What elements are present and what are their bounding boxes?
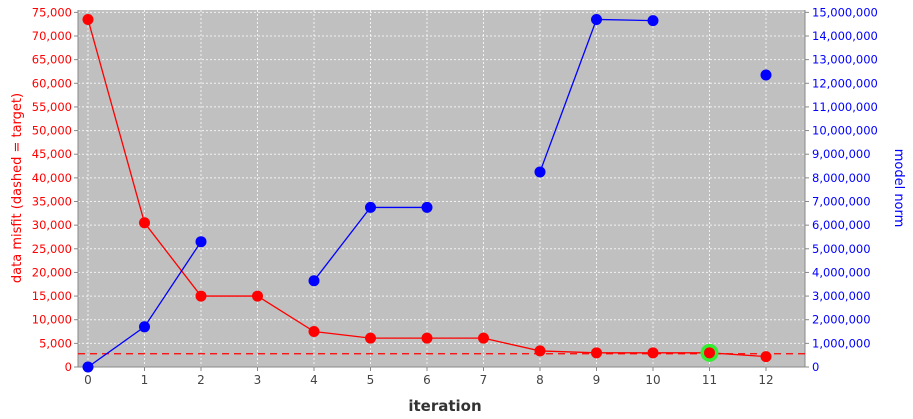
right-tick-label: 0 [812, 360, 819, 374]
x-tick-label: 1 [141, 373, 149, 387]
left-tick-label: 55,000 [32, 100, 72, 114]
left-tick-label: 0 [65, 360, 72, 374]
model-norm-point [308, 275, 320, 287]
data-misfit-point [647, 347, 659, 359]
right-tick-label: 11,000,000 [812, 100, 878, 114]
left-axis-title: data misfit (dashed = target) [10, 93, 25, 283]
right-tick-label: 10,000,000 [812, 124, 878, 138]
right-tick-label: 14,000,000 [812, 29, 878, 43]
x-tick-label: 8 [536, 373, 544, 387]
axes [77, 10, 806, 368]
x-tick-label: 0 [84, 373, 92, 387]
data-misfit-point [478, 332, 489, 344]
left-tick-label: 35,000 [32, 195, 72, 209]
series-layer [82, 13, 772, 373]
x-tick-label: 12 [758, 373, 773, 387]
right-axis-ticks: 0 1,000,000 2,000,000 3,000,000 4,000,000 5,0… [805, 5, 878, 374]
right-tick-label: 12,000,000 [812, 76, 878, 90]
left-tick-label: 70,000 [32, 29, 72, 43]
data-misfit-point [139, 217, 150, 229]
x-tick-label: 4 [310, 373, 318, 387]
right-tick-label: 15,000,000 [812, 5, 878, 19]
x-tick-label: 3 [254, 373, 262, 387]
data-misfit-point [82, 13, 94, 25]
model-norm-point [195, 236, 207, 248]
left-tick-label: 15,000 [32, 289, 72, 303]
data-misfit-point [591, 347, 602, 359]
model-norm-point [139, 321, 150, 333]
model-norm-point [365, 201, 376, 213]
left-tick-label: 75,000 [32, 5, 72, 19]
data-misfit-point [252, 290, 263, 302]
data-misfit-point [365, 332, 376, 344]
model-norm-point [82, 361, 94, 373]
model-norm-point [534, 166, 546, 178]
left-tick-label: 5,000 [39, 336, 72, 350]
right-tick-label: 5,000,000 [812, 242, 871, 256]
model-norm-point [421, 201, 433, 213]
data-misfit-point [421, 332, 433, 344]
right-axis-title: model norm [891, 149, 906, 228]
left-tick-label: 65,000 [32, 53, 72, 67]
right-tick-label: 2,000,000 [812, 313, 871, 327]
x-axis-title: iteration [408, 397, 481, 415]
data-misfit-point [760, 351, 772, 363]
right-tick-label: 9,000,000 [812, 147, 871, 161]
left-axis-ticks: 0 5,000 10,000 15,000 20,000 25,000 30,000 35,0… [32, 5, 78, 374]
data-misfit-point [534, 345, 546, 357]
left-tick-label: 10,000 [32, 313, 72, 327]
x-tick-label: 7 [480, 373, 488, 387]
x-tick-label: 9 [593, 373, 601, 387]
data-misfit-point [308, 326, 320, 338]
x-tick-label: 6 [423, 373, 431, 387]
model-norm-point [647, 15, 659, 27]
x-tick-label: 5 [367, 373, 375, 387]
left-tick-label: 50,000 [32, 124, 72, 138]
left-tick-label: 20,000 [32, 265, 72, 279]
model-norm-point [760, 69, 772, 81]
left-tick-label: 30,000 [32, 218, 72, 232]
right-tick-label: 8,000,000 [812, 171, 871, 185]
right-tick-label: 1,000,000 [812, 336, 871, 350]
right-tick-label: 7,000,000 [812, 195, 871, 209]
left-tick-label: 45,000 [32, 147, 72, 161]
data-misfit-point [195, 290, 207, 302]
x-tick-label: 10 [645, 373, 660, 387]
x-tick-label: 11 [702, 373, 717, 387]
right-tick-label: 4,000,000 [812, 265, 871, 279]
right-tick-label: 13,000,000 [812, 53, 878, 67]
left-tick-label: 60,000 [32, 76, 72, 90]
right-tick-label: 3,000,000 [812, 289, 871, 303]
left-tick-label: 25,000 [32, 242, 72, 256]
x-tick-label: 2 [197, 373, 205, 387]
x-axis-ticks: 0 1 2 3 4 5 6 7 8 9 10 11 12 [84, 367, 774, 387]
left-tick-label: 40,000 [32, 171, 72, 185]
model-norm-point [591, 13, 602, 25]
right-tick-label: 6,000,000 [812, 218, 871, 232]
data-misfit-point [704, 347, 715, 359]
plot-area [78, 10, 805, 367]
